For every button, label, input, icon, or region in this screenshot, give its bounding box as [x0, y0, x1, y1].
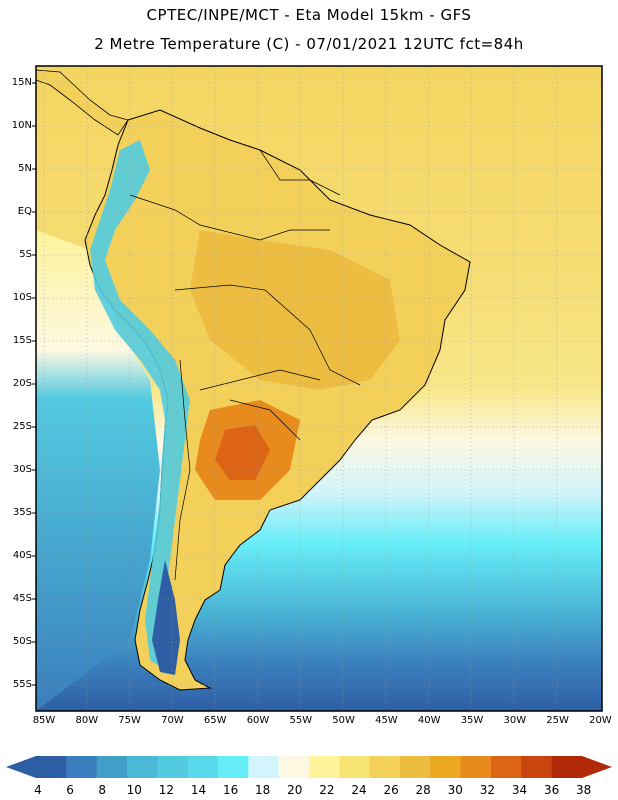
- map-content: [36, 66, 602, 711]
- lon-label: 40W: [417, 715, 441, 726]
- lon-label: 85W: [32, 715, 56, 726]
- pacific-cool-water: [36, 230, 160, 711]
- colorbar-tick-label: 32: [479, 783, 496, 797]
- lon-label: 20W: [589, 715, 612, 726]
- colorbar-swatch: [36, 756, 67, 778]
- colorbar-tick-label: 20: [287, 783, 303, 797]
- colorbar-swatch: [66, 756, 98, 778]
- colorbar-swatch: [400, 756, 431, 778]
- lon-label: 70W: [161, 715, 184, 726]
- lat-label: 10N: [11, 120, 32, 131]
- colorbar-tick-label: 14: [190, 783, 207, 797]
- colorbar-tick-label: 10: [126, 783, 142, 797]
- colorbar-tick-label: 12: [158, 783, 175, 797]
- colorbar-tick-label: 38: [576, 783, 592, 797]
- lat-label: 35S: [12, 507, 32, 518]
- lat-label: 50S: [12, 636, 32, 647]
- hottest-core-zone: [215, 425, 270, 480]
- colorbar-swatch: [278, 756, 310, 778]
- colorbar-tick-label: 18: [255, 783, 271, 797]
- central-america-landmass: [36, 69, 129, 136]
- colorbar-swatch: [521, 756, 553, 778]
- lon-label: 25W: [546, 715, 569, 726]
- colorbar-tick-label: 24: [351, 783, 367, 797]
- map-frame: [35, 65, 603, 712]
- lat-label: 25S: [12, 421, 32, 432]
- lat-label: 15S: [12, 335, 32, 346]
- lat-label: 45S: [12, 593, 32, 604]
- lat-label: 5N: [18, 163, 32, 174]
- warm-interior-zone: [190, 230, 400, 390]
- colorbar-swatch: [339, 756, 371, 778]
- patagonia-cold-zone: [152, 560, 180, 675]
- lat-label: 40S: [12, 550, 32, 561]
- lat-label: 5S: [19, 249, 32, 260]
- colorbar-swatch: [430, 756, 462, 778]
- colorbar-tick-label: 16: [222, 783, 239, 797]
- lon-label: 30W: [503, 715, 527, 726]
- colorbar-swatch: [491, 756, 522, 778]
- lon-label: 35W: [460, 715, 484, 726]
- lon-label: 50W: [332, 715, 355, 726]
- colorbar-swatch: [460, 756, 492, 778]
- colorbar-swatch: [187, 756, 219, 778]
- colorbar-swatch: [369, 756, 401, 778]
- colorbar-tick-label: 6: [66, 783, 74, 797]
- lon-label: 45W: [375, 715, 398, 726]
- colorbar-swatch: [218, 756, 249, 778]
- colorbar-tick-label: 4: [34, 783, 42, 797]
- lon-label: 75W: [118, 715, 141, 726]
- colorbar-tick-label: 26: [383, 783, 399, 797]
- colorbar-swatch: [551, 756, 583, 778]
- colorbar-swatch: [96, 756, 128, 778]
- colorbar-tick-label: 34: [511, 783, 528, 797]
- colorbar-swatch: [309, 756, 340, 778]
- chart-subtitle: 2 Metre Temperature (C) - 07/01/2021 12U…: [94, 35, 524, 53]
- lat-label: 10S: [12, 292, 32, 303]
- colorbar-tick-label: 28: [415, 783, 431, 797]
- colorbar-tick-label: 36: [543, 783, 560, 797]
- lon-label: 55W: [289, 715, 313, 726]
- lat-label: 30S: [12, 464, 32, 475]
- colorbar-left-arrow: [6, 756, 36, 778]
- lat-label: 55S: [12, 679, 32, 690]
- lat-label: 20S: [12, 378, 32, 389]
- colorbar-swatch: [157, 756, 189, 778]
- andes-cold-band: [90, 140, 190, 670]
- lon-label: 80W: [75, 715, 99, 726]
- chart-title: CPTEC/INPE/MCT - Eta Model 15km - GFS: [146, 6, 472, 24]
- lon-label: 65W: [203, 715, 227, 726]
- axis-ticks: [32, 82, 36, 686]
- colorbar-tick-label: 22: [319, 783, 335, 797]
- colorbar-swatch: [127, 756, 158, 778]
- colorbar-swatch: [248, 756, 280, 778]
- lon-label: 60W: [246, 715, 270, 726]
- lat-label: 15N: [11, 77, 32, 88]
- colorbar-tick-label: 8: [98, 783, 106, 797]
- colorbar: [6, 756, 612, 778]
- lat-label: EQ: [17, 206, 32, 217]
- colorbar-tick-label: 30: [447, 783, 463, 797]
- colorbar-right-arrow: [582, 756, 612, 778]
